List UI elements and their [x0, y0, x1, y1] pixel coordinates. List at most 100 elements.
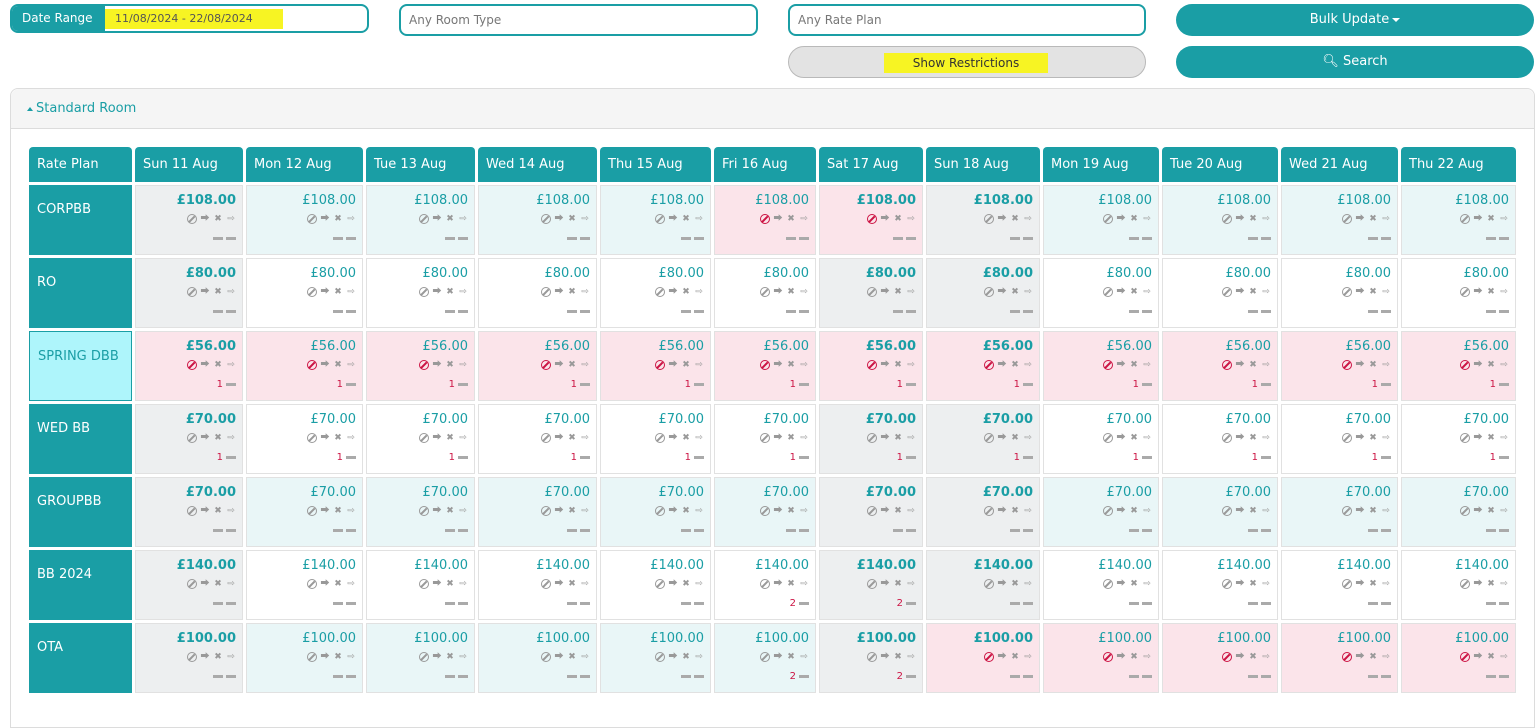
closed-to-arrival-icon[interactable]: ⮕	[432, 213, 442, 224]
max-stay-dash[interactable]	[580, 528, 590, 532]
min-stay-dash[interactable]	[1129, 309, 1139, 313]
rate-cell[interactable]: £100.00 ⮕ ✖ ⇨ 2	[714, 623, 816, 693]
no-stop-sell-icon[interactable]	[541, 213, 551, 224]
min-stay-value[interactable]: 1	[1013, 378, 1020, 390]
min-stay-dash[interactable]	[213, 601, 223, 605]
min-stay-dash[interactable]	[1368, 674, 1378, 678]
max-stay-dash[interactable]	[226, 382, 236, 386]
close-icon[interactable]: ✖	[334, 505, 342, 516]
close-icon[interactable]: ✖	[787, 505, 795, 516]
rate-cell[interactable]: £140.00 ⮕ ✖ ⇨ 2	[819, 550, 923, 620]
close-icon[interactable]: ✖	[1487, 578, 1495, 589]
rate-cell[interactable]: £70.00 ⮕ ✖ ⇨	[1401, 477, 1516, 547]
closed-to-arrival-icon[interactable]: ⮕	[554, 505, 564, 516]
no-stop-sell-icon[interactable]	[307, 651, 317, 662]
no-stop-sell-icon[interactable]	[541, 651, 551, 662]
max-stay-dash[interactable]	[226, 601, 236, 605]
close-icon[interactable]: ✖	[1249, 359, 1257, 370]
close-icon[interactable]: ✖	[787, 286, 795, 297]
close-icon[interactable]: ✖	[568, 505, 576, 516]
max-stay-dash[interactable]	[1499, 674, 1509, 678]
close-icon[interactable]: ✖	[682, 213, 690, 224]
min-stay-dash[interactable]	[681, 309, 691, 313]
rate-cell[interactable]: £70.00 ⮕ ✖ ⇨	[135, 477, 243, 547]
min-stay-dash[interactable]	[445, 309, 455, 313]
closed-to-arrival-icon[interactable]: ⮕	[668, 432, 678, 443]
max-stay-dash[interactable]	[1142, 309, 1152, 313]
close-icon[interactable]: ✖	[334, 213, 342, 224]
max-stay-dash[interactable]	[1142, 382, 1152, 386]
closed-to-departure-icon[interactable]: ⇨	[695, 578, 703, 589]
closed-to-departure-icon[interactable]: ⇨	[347, 286, 355, 297]
closed-to-departure-icon[interactable]: ⇨	[581, 505, 589, 516]
max-stay-dash[interactable]	[580, 236, 590, 240]
close-icon[interactable]: ✖	[894, 213, 902, 224]
min-stay-dash[interactable]	[786, 528, 796, 532]
closed-to-departure-icon[interactable]: ⇨	[459, 432, 467, 443]
no-stop-sell-icon[interactable]	[1222, 505, 1232, 516]
no-stop-sell-icon[interactable]	[655, 578, 665, 589]
closed-to-arrival-icon[interactable]: ⮕	[668, 505, 678, 516]
min-stay-value[interactable]: 2	[789, 597, 796, 609]
rate-cell[interactable]: £100.00 ⮕ ✖ ⇨ 2	[819, 623, 923, 693]
close-icon[interactable]: ✖	[568, 651, 576, 662]
no-stop-sell-icon[interactable]	[760, 505, 770, 516]
min-stay-dash[interactable]	[893, 528, 903, 532]
min-stay-dash[interactable]	[445, 236, 455, 240]
closed-to-departure-icon[interactable]: ⇨	[695, 213, 703, 224]
search-button[interactable]: 🔍︎ Search	[1176, 46, 1534, 78]
max-stay-dash[interactable]	[1142, 528, 1152, 532]
rate-cell[interactable]: £100.00 ⮕ ✖ ⇨	[366, 623, 475, 693]
close-icon[interactable]: ✖	[1249, 578, 1257, 589]
closed-to-departure-icon[interactable]: ⇨	[800, 578, 808, 589]
no-stop-sell-icon[interactable]	[541, 578, 551, 589]
closed-to-departure-icon[interactable]: ⇨	[1382, 651, 1390, 662]
closed-to-arrival-icon[interactable]: ⮕	[1473, 213, 1483, 224]
min-stay-dash[interactable]	[893, 236, 903, 240]
close-icon[interactable]: ✖	[894, 359, 902, 370]
min-stay-dash[interactable]	[567, 674, 577, 678]
show-restrictions-button[interactable]: Show Restrictions	[788, 46, 1146, 78]
close-icon[interactable]: ✖	[1249, 213, 1257, 224]
no-stop-sell-icon[interactable]	[867, 286, 877, 297]
max-stay-dash[interactable]	[346, 382, 356, 386]
rate-cell[interactable]: £100.00 ⮕ ✖ ⇨	[926, 623, 1040, 693]
min-stay-dash[interactable]	[1486, 236, 1496, 240]
close-icon[interactable]: ✖	[1369, 286, 1377, 297]
no-stop-sell-icon[interactable]	[760, 432, 770, 443]
max-stay-dash[interactable]	[694, 455, 704, 459]
max-stay-dash[interactable]	[1023, 601, 1033, 605]
min-stay-dash[interactable]	[1486, 309, 1496, 313]
closed-to-arrival-icon[interactable]: ⮕	[668, 578, 678, 589]
room-panel-header[interactable]: Standard Room	[11, 89, 1534, 129]
room-type-select[interactable]: Any Room Type	[399, 4, 758, 36]
no-stop-sell-icon[interactable]	[187, 286, 197, 297]
close-icon[interactable]: ✖	[334, 286, 342, 297]
rate-cell[interactable]: £140.00 ⮕ ✖ ⇨	[926, 550, 1040, 620]
close-icon[interactable]: ✖	[1130, 286, 1138, 297]
closed-to-departure-icon[interactable]: ⇨	[695, 651, 703, 662]
closed-to-arrival-icon[interactable]: ⮕	[997, 651, 1007, 662]
min-stay-dash[interactable]	[1248, 528, 1258, 532]
closed-to-arrival-icon[interactable]: ⮕	[554, 651, 564, 662]
closed-to-departure-icon[interactable]: ⇨	[1024, 213, 1032, 224]
close-icon[interactable]: ✖	[1369, 651, 1377, 662]
close-icon[interactable]: ✖	[446, 578, 454, 589]
min-stay-dash[interactable]	[1129, 674, 1139, 678]
stop-sell-icon[interactable]	[307, 359, 317, 370]
stop-sell-icon[interactable]	[1103, 359, 1113, 370]
closed-to-departure-icon[interactable]: ⇨	[800, 651, 808, 662]
closed-to-arrival-icon[interactable]: ⮕	[554, 359, 564, 370]
rate-cell[interactable]: £70.00 ⮕ ✖ ⇨	[1162, 477, 1278, 547]
max-stay-dash[interactable]	[1381, 528, 1391, 532]
closed-to-departure-icon[interactable]: ⇨	[459, 651, 467, 662]
closed-to-arrival-icon[interactable]: ⮕	[200, 359, 210, 370]
rate-cell[interactable]: £70.00 ⮕ ✖ ⇨ 1	[714, 404, 816, 474]
closed-to-arrival-icon[interactable]: ⮕	[773, 359, 783, 370]
closed-to-arrival-icon[interactable]: ⮕	[773, 286, 783, 297]
rate-cell[interactable]: £100.00 ⮕ ✖ ⇨	[246, 623, 363, 693]
min-stay-dash[interactable]	[333, 601, 343, 605]
max-stay-dash[interactable]	[346, 309, 356, 313]
closed-to-arrival-icon[interactable]: ⮕	[320, 359, 330, 370]
closed-to-arrival-icon[interactable]: ⮕	[1355, 505, 1365, 516]
